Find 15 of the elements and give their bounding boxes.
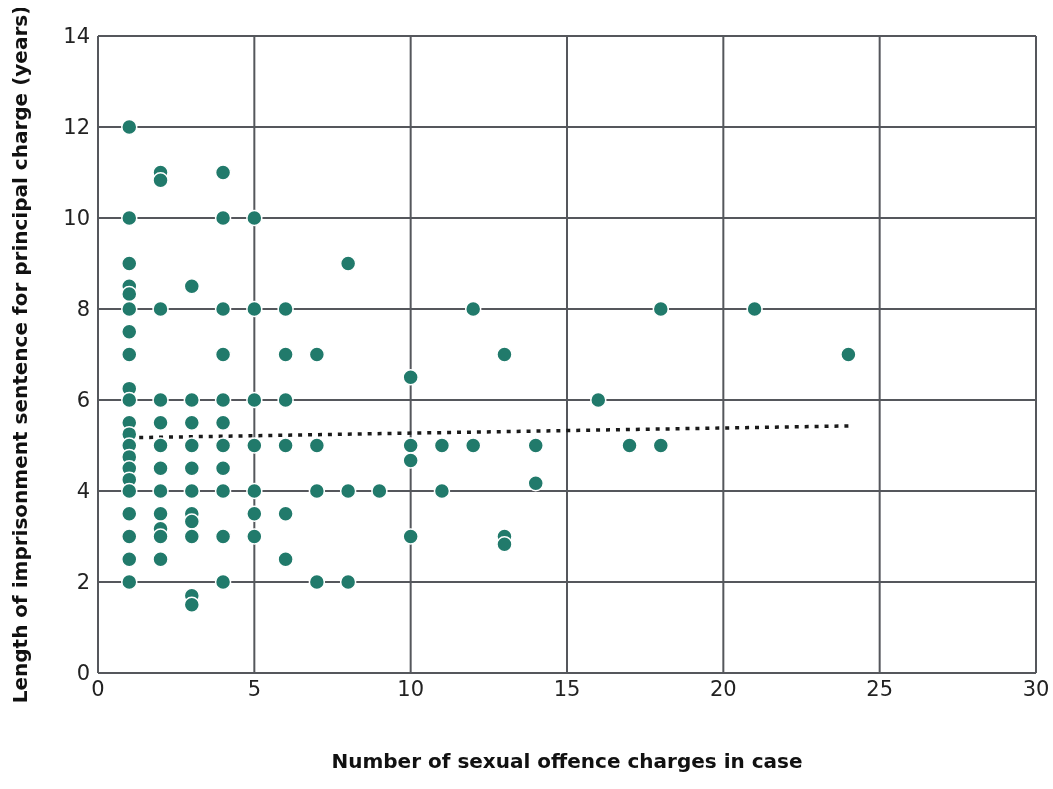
y-tick-label: 12 (63, 115, 90, 140)
y-tick-label: 6 (76, 388, 90, 413)
y-tick-label: 10 (63, 206, 90, 231)
x-tick-label: 5 (247, 676, 262, 701)
x-tick-label: 10 (397, 676, 425, 701)
x-tick-label: 15 (553, 676, 581, 701)
x-tick-label: 25 (866, 676, 894, 701)
x-tick-label: 20 (709, 676, 737, 701)
y-tick-label: 8 (76, 297, 90, 322)
x-tick-label: 30 (1022, 676, 1050, 701)
x-axis-title: Number of sexual offence charges in case (331, 749, 803, 773)
y-tick-label: 14 (63, 24, 90, 49)
y-tick-label: 2 (76, 570, 90, 595)
y-axis-title: Length of imprisonment sentence for principal charge (years) (8, 5, 33, 704)
y-tick-label: 4 (76, 479, 90, 504)
